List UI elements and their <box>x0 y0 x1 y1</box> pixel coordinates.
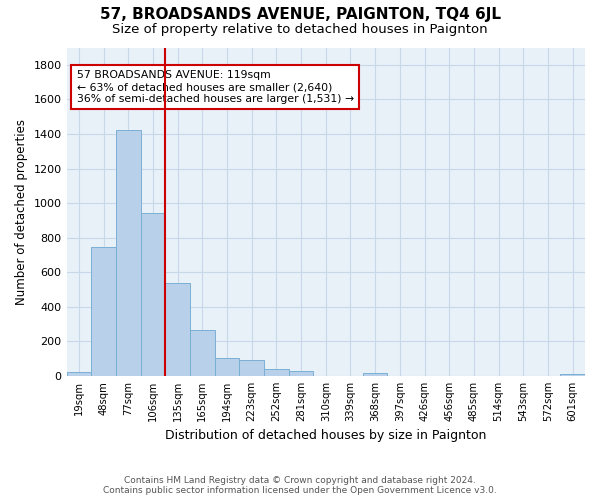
Bar <box>91 247 116 376</box>
Bar <box>116 130 140 376</box>
X-axis label: Distribution of detached houses by size in Paignton: Distribution of detached houses by size … <box>165 430 487 442</box>
Bar <box>289 371 313 376</box>
Bar <box>239 360 264 376</box>
Y-axis label: Number of detached properties: Number of detached properties <box>15 118 28 304</box>
Text: 57, BROADSANDS AVENUE, PAIGNTON, TQ4 6JL: 57, BROADSANDS AVENUE, PAIGNTON, TQ4 6JL <box>100 8 500 22</box>
Bar <box>67 372 91 376</box>
Text: Contains HM Land Registry data © Crown copyright and database right 2024.
Contai: Contains HM Land Registry data © Crown c… <box>103 476 497 495</box>
Bar <box>215 358 239 376</box>
Bar <box>560 374 585 376</box>
Bar <box>190 330 215 376</box>
Text: 57 BROADSANDS AVENUE: 119sqm
← 63% of detached houses are smaller (2,640)
36% of: 57 BROADSANDS AVENUE: 119sqm ← 63% of de… <box>77 70 354 104</box>
Bar <box>264 370 289 376</box>
Bar <box>165 284 190 376</box>
Bar <box>363 374 388 376</box>
Text: Size of property relative to detached houses in Paignton: Size of property relative to detached ho… <box>112 22 488 36</box>
Bar <box>140 214 165 376</box>
